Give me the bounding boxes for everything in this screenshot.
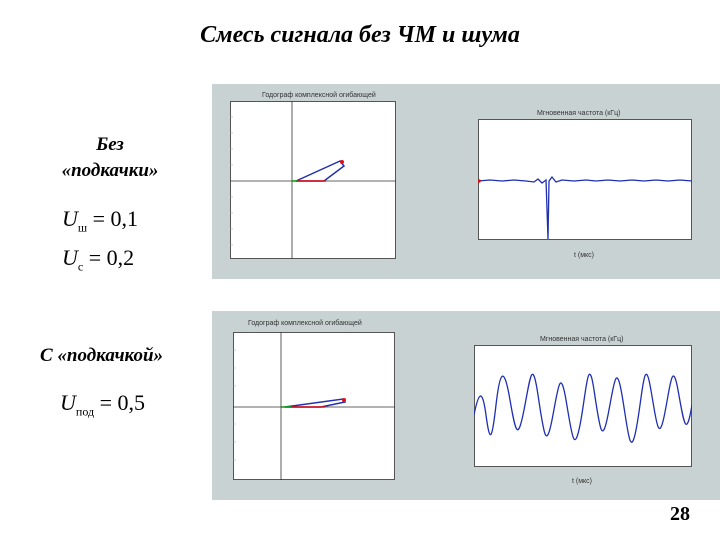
hodograph-trace (295, 160, 346, 182)
hodograph-title-no-pump: Годограф комплексной огибающей (262, 92, 376, 99)
hodograph-chart-no-pump (230, 101, 396, 259)
frequency-title-no-pump: Мгновенная частота (кГц) (537, 110, 621, 117)
frequency-title-with-pump: Мгновенная частота (кГц) (540, 336, 624, 343)
hodograph-plot-with-pump (233, 332, 395, 480)
frequency-plot-with-pump (474, 345, 692, 467)
frequency-xlabel-with-pump: t (мкс) (572, 478, 593, 485)
formula-value: = 0,2 (88, 245, 135, 270)
formula-sub: ш (77, 220, 88, 235)
formula-value: = 0,1 (92, 206, 139, 231)
frequency-trace-no-pump (478, 175, 692, 240)
label-no-pump: Без «подкачки» (40, 132, 180, 184)
frequency-xlabel-no-pump: t (мкс) (574, 252, 595, 259)
formula-signal-amplitude: Uс = 0,2 (62, 245, 134, 274)
hodograph-chart-with-pump (233, 332, 395, 480)
formula-var: U (60, 390, 76, 415)
hodograph-trace (284, 398, 347, 408)
frequency-chart-no-pump (478, 119, 692, 240)
label-line-1: Без (96, 134, 124, 155)
formula-sub: с (77, 259, 84, 274)
label-line-2: «подкачки» (61, 160, 159, 181)
formula-var: U (62, 206, 78, 231)
formula-pump-amplitude: Uпод = 0,5 (60, 390, 145, 419)
hodograph-title-with-pump: Годограф комплексной огибающей (248, 320, 362, 327)
formula-var: U (62, 245, 78, 270)
hodograph-end-point (340, 160, 344, 164)
label-line-1: С «подкачкой» (40, 345, 164, 366)
frequency-trace-with-pump (474, 373, 692, 443)
label-with-pump: С «подкачкой» (40, 343, 205, 369)
page-number: 28 (670, 503, 690, 525)
frequency-plot-no-pump (478, 119, 692, 240)
hodograph-plot-no-pump (230, 101, 396, 259)
formula-sub: под (75, 404, 95, 419)
formula-value: = 0,5 (99, 390, 145, 415)
frequency-chart-with-pump (474, 345, 692, 467)
formula-noise-amplitude: Uш = 0,1 (62, 206, 138, 235)
hodograph-end-point (342, 398, 346, 402)
slide-title: Смесь сигнала без ЧМ и шума (200, 22, 520, 48)
